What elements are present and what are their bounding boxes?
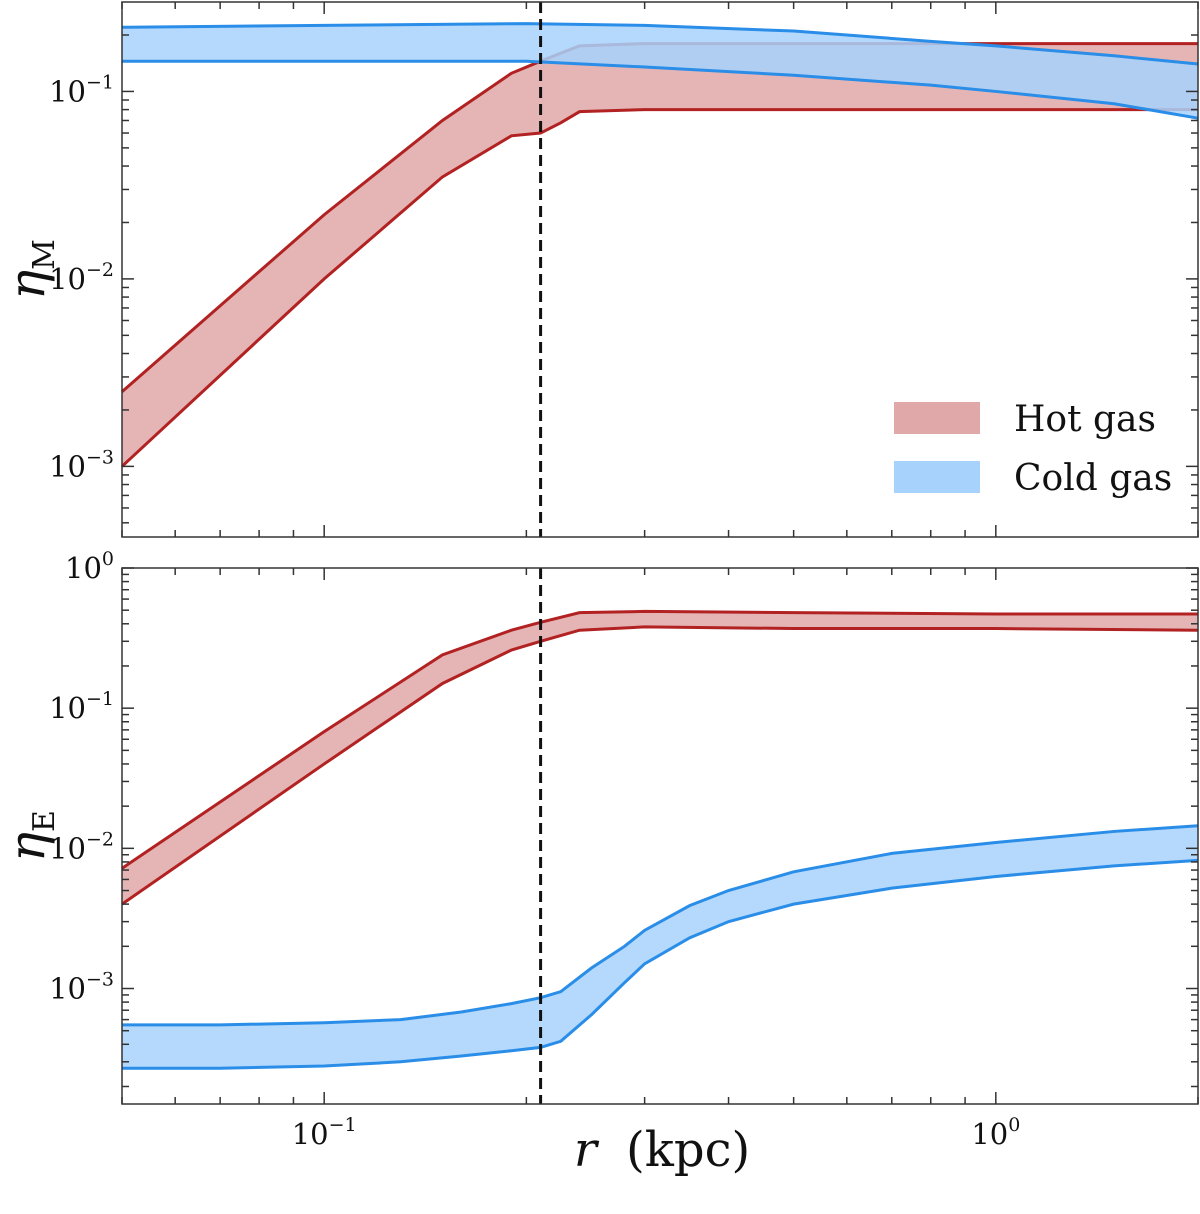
top-hot-gas-lower-line [120, 108, 1198, 468]
top-y-tick-label: 10−2 [49, 259, 114, 296]
bottom-y-tick-label: 10−1 [49, 688, 114, 725]
top-cold-gas-band [122, 23, 1198, 119]
x-axis-unit: (kpc) [626, 1122, 750, 1178]
bottom-cold-gas-upper-line [122, 824, 1199, 1027]
bottom-y-axis-label: ηE [0, 810, 62, 862]
bottom-y-tick-label: 10−2 [49, 828, 114, 865]
legend-cold-gas-label: Cold gas [1014, 458, 1172, 499]
bottom-plot-area [122, 568, 1198, 1104]
bottom-y-tick-label: 100 [65, 548, 114, 585]
bottom-cold-gas-lower-line [122, 858, 1199, 1070]
top-cold-gas-lower-line [122, 59, 1199, 120]
bottom-hot-gas-upper-line [121, 609, 1198, 870]
panel-eta-e: 100 10−1 10−2 10−3 10−1 100 ηE [0, 548, 1199, 1151]
legend-hot-gas-swatch [894, 402, 980, 434]
x-axis-variable: r [574, 1122, 600, 1178]
panel-eta-m: 10−1 10−2 10−3 ηM [0, 1, 1199, 538]
bottom-x-tick-label: 100 [971, 1114, 1020, 1151]
bottom-cold-gas-band [122, 825, 1198, 1069]
legend-hot-gas-label: Hot gas [1014, 399, 1156, 440]
x-axis-label: r (kpc) [574, 1122, 750, 1178]
legend: Hot gas Cold gas [894, 399, 1172, 499]
top-y-tick-label: 10−1 [49, 71, 114, 108]
legend-cold-gas-swatch [894, 461, 980, 493]
bottom-axes-frame [121, 567, 1199, 1105]
top-y-axis-label: ηM [0, 239, 62, 300]
bottom-y-tick-label: 10−3 [49, 969, 114, 1006]
top-cold-gas-upper-line [121, 22, 1199, 66]
top-y-tick-label: 10−3 [49, 446, 114, 483]
top-axes-frame [121, 1, 1199, 538]
bottom-hot-gas-lower-line [121, 625, 1199, 906]
bottom-x-tick-label: 10−1 [292, 1114, 357, 1151]
